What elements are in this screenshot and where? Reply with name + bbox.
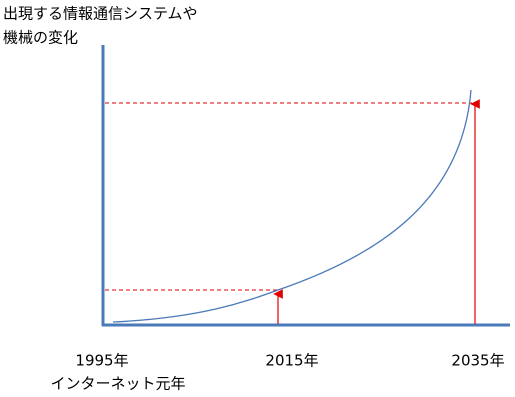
title-line: 出現する情報通信システムや (3, 5, 198, 23)
x-label: 2035年 (451, 352, 504, 370)
x-label: 2015年 (265, 352, 318, 370)
x-label: 1995年 (75, 352, 128, 370)
x-note: インターネット元年 (50, 375, 185, 393)
title-line: 機械の変化 (3, 29, 78, 47)
growth-curve (112, 89, 472, 323)
